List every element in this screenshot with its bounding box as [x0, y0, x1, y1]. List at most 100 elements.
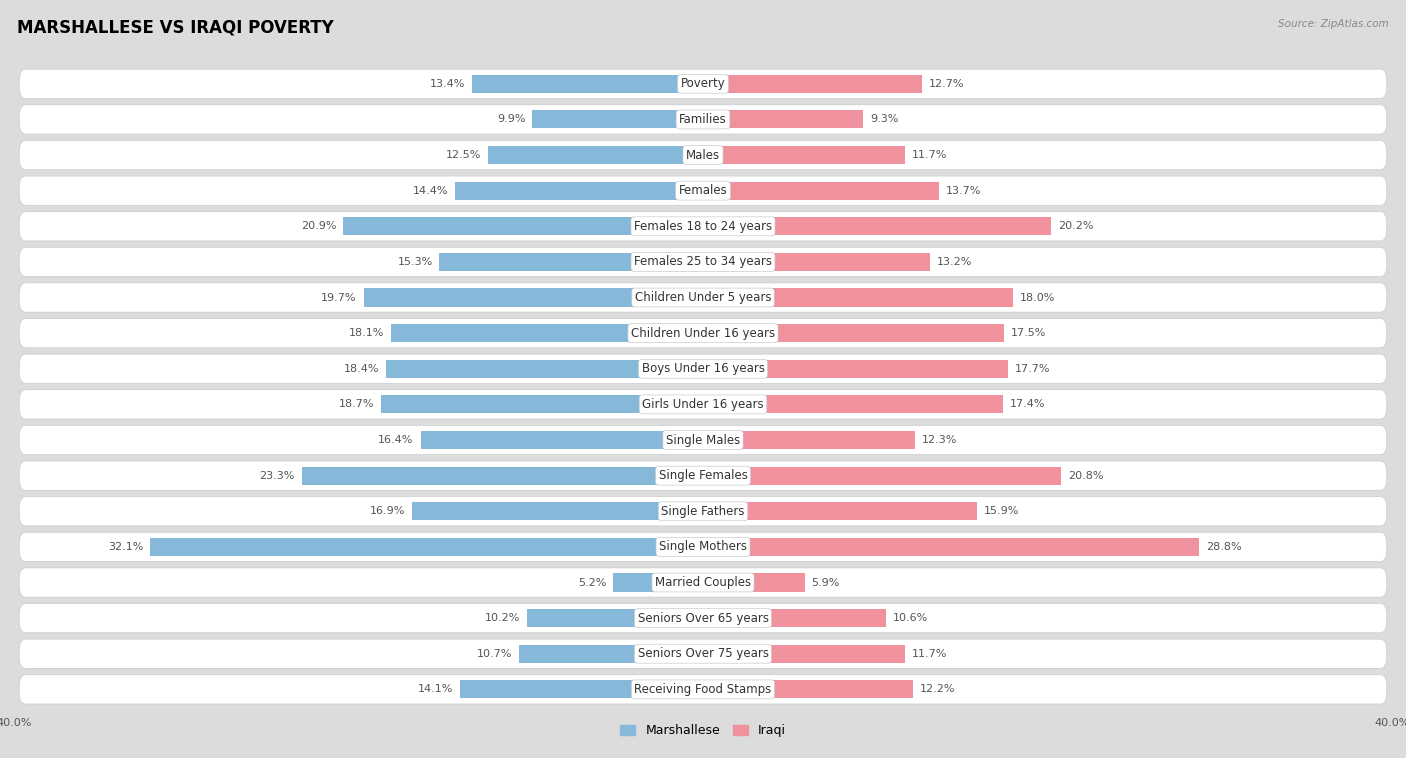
Text: 10.6%: 10.6% [893, 613, 928, 623]
Text: Children Under 5 years: Children Under 5 years [634, 291, 772, 304]
Bar [703, 467, 1062, 484]
Text: 16.9%: 16.9% [370, 506, 405, 516]
Text: 15.9%: 15.9% [984, 506, 1019, 516]
Text: Families: Families [679, 113, 727, 126]
FancyBboxPatch shape [20, 354, 1386, 384]
FancyBboxPatch shape [20, 496, 1386, 526]
Text: Males: Males [686, 149, 720, 161]
Text: 10.2%: 10.2% [485, 613, 520, 623]
Bar [391, 324, 703, 342]
Text: 28.8%: 28.8% [1206, 542, 1241, 552]
FancyBboxPatch shape [20, 390, 1386, 419]
Text: 18.1%: 18.1% [349, 328, 384, 338]
Text: 13.7%: 13.7% [946, 186, 981, 196]
FancyBboxPatch shape [20, 603, 1386, 633]
Text: 5.2%: 5.2% [578, 578, 606, 587]
Bar [456, 182, 703, 199]
FancyBboxPatch shape [20, 211, 1386, 241]
Text: 32.1%: 32.1% [108, 542, 143, 552]
Text: Girls Under 16 years: Girls Under 16 years [643, 398, 763, 411]
Text: Single Males: Single Males [666, 434, 740, 446]
Text: 20.9%: 20.9% [301, 221, 336, 231]
Bar [472, 75, 703, 92]
Text: 9.9%: 9.9% [498, 114, 526, 124]
Bar [460, 681, 703, 698]
Text: Married Couples: Married Couples [655, 576, 751, 589]
Bar [527, 609, 703, 627]
Bar [703, 218, 1050, 235]
FancyBboxPatch shape [20, 675, 1386, 704]
Text: 13.4%: 13.4% [430, 79, 465, 89]
Text: Receiving Food Stamps: Receiving Food Stamps [634, 683, 772, 696]
Text: 10.7%: 10.7% [477, 649, 512, 659]
Bar [519, 645, 703, 662]
FancyBboxPatch shape [20, 461, 1386, 490]
Text: Single Females: Single Females [658, 469, 748, 482]
Bar [703, 431, 915, 449]
Text: 16.4%: 16.4% [378, 435, 413, 445]
FancyBboxPatch shape [20, 532, 1386, 562]
Text: 17.4%: 17.4% [1010, 399, 1045, 409]
Text: 17.7%: 17.7% [1015, 364, 1050, 374]
Text: Females 18 to 24 years: Females 18 to 24 years [634, 220, 772, 233]
Bar [440, 253, 703, 271]
FancyBboxPatch shape [20, 639, 1386, 669]
Text: Seniors Over 65 years: Seniors Over 65 years [637, 612, 769, 625]
Text: 18.0%: 18.0% [1019, 293, 1056, 302]
Text: 9.3%: 9.3% [870, 114, 898, 124]
Text: 12.5%: 12.5% [446, 150, 481, 160]
Bar [420, 431, 703, 449]
Bar [703, 574, 804, 591]
FancyBboxPatch shape [20, 568, 1386, 597]
Legend: Marshallese, Iraqi: Marshallese, Iraqi [616, 719, 790, 742]
Text: 23.3%: 23.3% [260, 471, 295, 481]
Text: 18.7%: 18.7% [339, 399, 374, 409]
Bar [703, 503, 977, 520]
Text: Source: ZipAtlas.com: Source: ZipAtlas.com [1278, 19, 1389, 29]
Text: 14.1%: 14.1% [418, 684, 453, 694]
Text: 12.3%: 12.3% [922, 435, 957, 445]
Text: 18.4%: 18.4% [343, 364, 380, 374]
Text: 11.7%: 11.7% [911, 150, 946, 160]
Text: 12.2%: 12.2% [920, 684, 956, 694]
Bar [364, 289, 703, 306]
Text: Females 25 to 34 years: Females 25 to 34 years [634, 255, 772, 268]
Text: Poverty: Poverty [681, 77, 725, 90]
Bar [703, 289, 1012, 306]
Text: 5.9%: 5.9% [811, 578, 839, 587]
Bar [703, 253, 931, 271]
Bar [488, 146, 703, 164]
Text: Females: Females [679, 184, 727, 197]
FancyBboxPatch shape [20, 105, 1386, 134]
Text: 12.7%: 12.7% [928, 79, 965, 89]
FancyBboxPatch shape [20, 247, 1386, 277]
Bar [381, 396, 703, 413]
Bar [703, 538, 1199, 556]
Bar [387, 360, 703, 377]
Bar [703, 182, 939, 199]
FancyBboxPatch shape [20, 283, 1386, 312]
Text: Children Under 16 years: Children Under 16 years [631, 327, 775, 340]
FancyBboxPatch shape [20, 425, 1386, 455]
Bar [302, 467, 703, 484]
Bar [703, 360, 1008, 377]
Text: Boys Under 16 years: Boys Under 16 years [641, 362, 765, 375]
FancyBboxPatch shape [20, 318, 1386, 348]
FancyBboxPatch shape [20, 69, 1386, 99]
Text: Seniors Over 75 years: Seniors Over 75 years [637, 647, 769, 660]
Bar [412, 503, 703, 520]
Text: Single Mothers: Single Mothers [659, 540, 747, 553]
Text: 15.3%: 15.3% [398, 257, 433, 267]
Bar [613, 574, 703, 591]
Bar [703, 645, 904, 662]
Bar [703, 75, 922, 92]
FancyBboxPatch shape [20, 140, 1386, 170]
Text: 14.4%: 14.4% [412, 186, 449, 196]
Bar [703, 609, 886, 627]
Text: 11.7%: 11.7% [911, 649, 946, 659]
Text: 19.7%: 19.7% [322, 293, 357, 302]
Bar [703, 681, 912, 698]
Text: 20.2%: 20.2% [1057, 221, 1094, 231]
Bar [533, 111, 703, 128]
Text: 17.5%: 17.5% [1011, 328, 1046, 338]
